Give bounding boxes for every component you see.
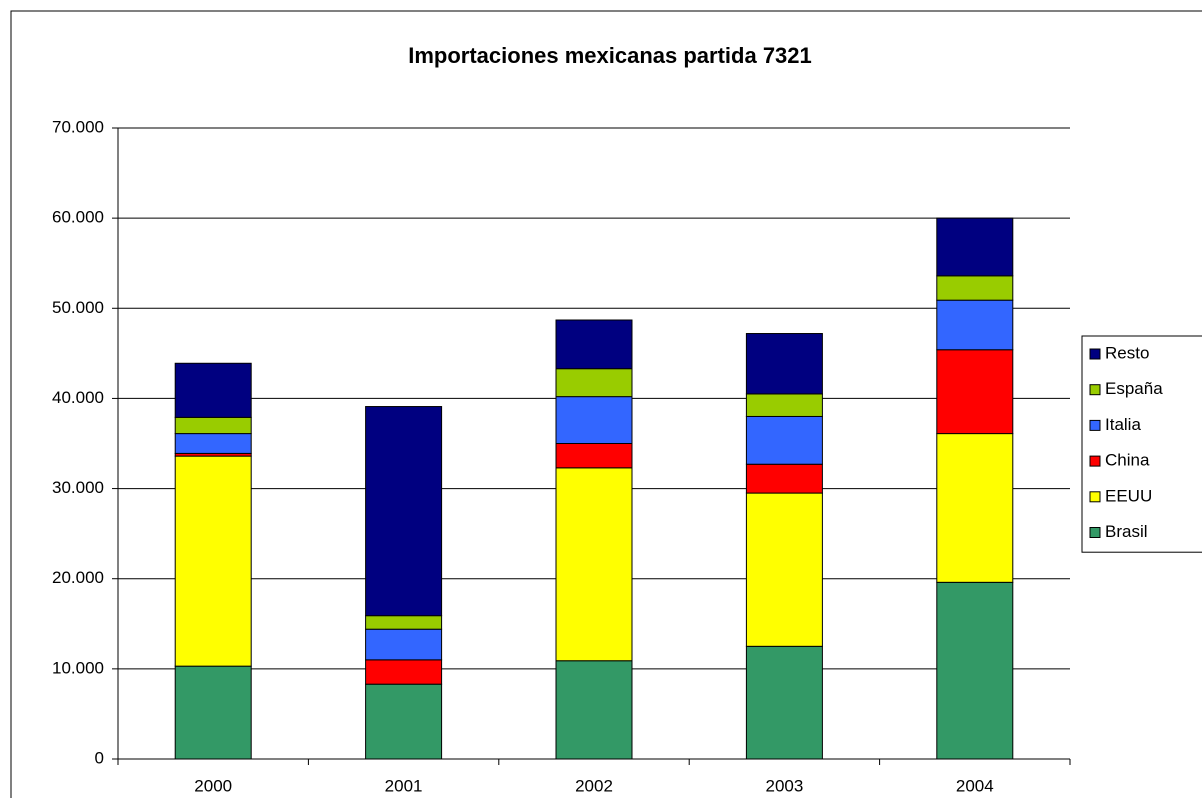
bar-segment [555,396,633,444]
legend-label: Italia [1105,415,1141,434]
x-tick-label: 2004 [956,776,994,795]
y-tick-label: 0 [95,748,104,767]
x-tick-label: 2000 [194,776,232,795]
bar-segment [174,455,252,667]
bar-segment [174,433,252,454]
bar-segment [174,416,252,435]
bar-segment [365,406,443,617]
bar-segment [174,362,252,418]
legend-label: Resto [1105,343,1149,362]
bar-segment [936,349,1014,435]
legend-swatch [1089,419,1101,431]
bar-segment [936,433,1014,583]
y-tick-label: 30.000 [52,478,104,497]
bar-segment [555,319,633,370]
legend-swatch [1089,527,1101,538]
x-tick-label: 2003 [765,776,803,795]
bar-segment [936,275,1014,301]
y-tick-label: 70.000 [52,117,104,136]
legend-label: España [1105,379,1163,398]
bar-segment [365,683,443,760]
legend-label: Brasil [1105,522,1148,541]
legend-swatch [1089,455,1101,467]
y-tick-label: 10.000 [52,658,104,677]
bar-segment [555,660,633,760]
legend-swatch [1089,491,1101,503]
legend-box [1081,335,1202,553]
bar-segment [745,415,823,465]
legend-label: EEUU [1105,486,1152,505]
bar-segment [745,333,823,395]
bar-segment [555,443,633,469]
y-tick-label: 50.000 [52,298,104,317]
bar-segment [936,217,1014,277]
bar-segment [365,628,443,661]
legend-swatch [1089,384,1101,396]
bar-segment [745,463,823,494]
bar-segment [745,645,823,760]
y-tick-label: 20.000 [52,568,104,587]
bar-segment [745,393,823,417]
x-tick-label: 2002 [575,776,613,795]
y-tick-label: 40.000 [52,388,104,407]
y-tick-label: 60.000 [52,208,104,227]
bar-segment [936,299,1014,351]
bar-segment [174,665,252,760]
bar-segment [365,659,443,685]
bar-segment [745,492,823,647]
bar-segment [365,615,443,630]
legend-swatch [1089,348,1101,360]
x-tick-label: 2001 [385,776,423,795]
bar-segment [555,467,633,662]
bar-segment [555,368,633,398]
legend-label: China [1105,451,1150,470]
chart-title: Importaciones mexicanas partida 7321 [408,43,812,68]
bar-segment [936,581,1014,760]
